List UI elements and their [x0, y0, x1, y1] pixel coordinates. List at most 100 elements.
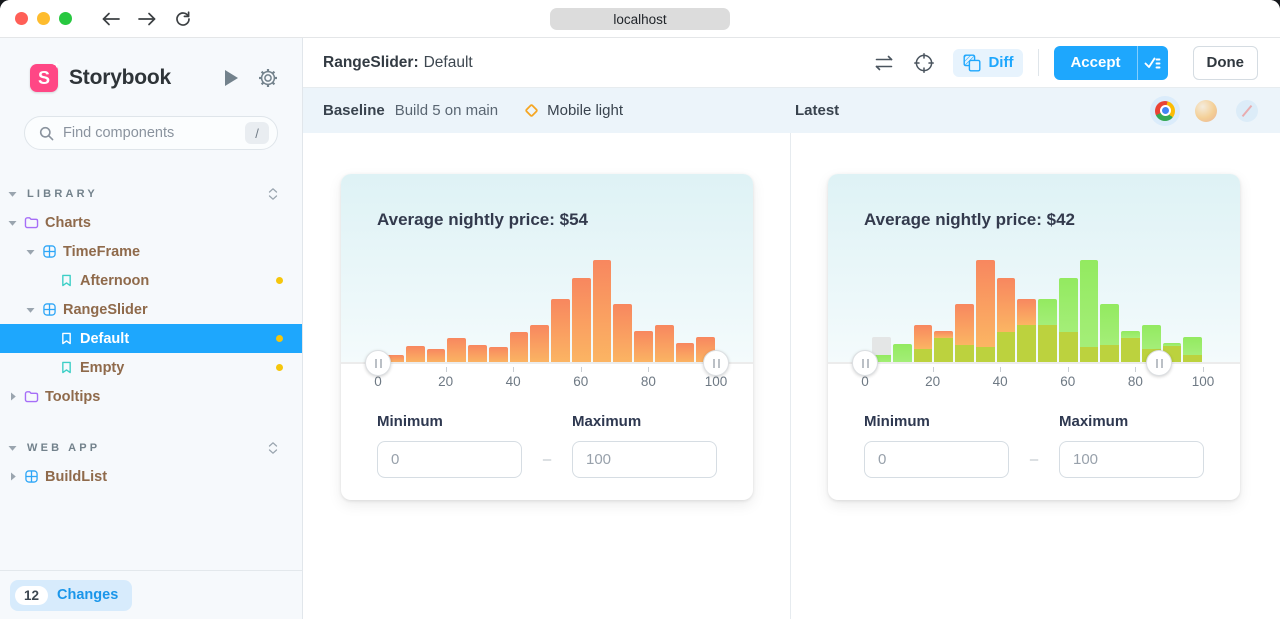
bar-segment-orange [405, 346, 425, 363]
sidebar-footer: 12 Changes [0, 570, 302, 619]
story-title: RangeSlider: Default [323, 54, 473, 72]
story-icon [58, 332, 74, 345]
bar-segment-orange [571, 278, 591, 363]
minimum-input[interactable]: 0 [377, 441, 522, 478]
switch-comparison-icon[interactable] [871, 50, 897, 76]
bar-segment-orange [447, 338, 466, 363]
sidebar-item-timeframe[interactable]: TimeFrame [0, 237, 302, 266]
gear-icon[interactable] [258, 68, 278, 88]
sidebar-item-buildlist[interactable]: BuildList [0, 462, 302, 491]
axis-tick-label: 40 [505, 374, 521, 389]
latest-pane: Average nightly price: $42 0 20 40 60 80 100 … [790, 133, 1280, 619]
expand-caret-icon[interactable] [24, 248, 37, 256]
expand-caret-icon[interactable] [24, 306, 37, 314]
slider-handle-min[interactable] [365, 350, 391, 376]
axis-tick-label: 100 [704, 374, 728, 389]
section-header-library[interactable]: LIBRARY [0, 179, 302, 208]
collapse-expand-icon[interactable] [268, 187, 278, 201]
forward-icon[interactable] [136, 8, 158, 30]
accept-button[interactable]: Accept [1054, 45, 1137, 80]
sidebar-item-default[interactable]: Default [0, 324, 302, 353]
reload-icon[interactable] [172, 8, 194, 30]
sidebar-item-tooltips[interactable]: Tooltips [0, 382, 302, 411]
bar-segment-orange [613, 304, 632, 363]
bar-segment-orange [934, 331, 953, 338]
axis-tick-label: 0 [861, 374, 869, 389]
accept-batch-dropdown-button[interactable] [1136, 45, 1168, 80]
header-divider [1038, 49, 1040, 76]
item-label: RangeSlider [63, 301, 148, 318]
axis-tick [1135, 367, 1137, 372]
slider-handle-max[interactable] [703, 350, 729, 376]
changes-button[interactable]: 12 Changes [10, 579, 133, 611]
sidebar-item-charts[interactable]: Charts [0, 208, 302, 237]
axis-tick [580, 367, 582, 372]
component-icon [41, 245, 57, 258]
diff-label: Diff [988, 54, 1014, 71]
expand-caret-icon[interactable] [6, 472, 19, 481]
section-caret-icon[interactable] [8, 190, 17, 198]
axis-tick [445, 367, 447, 372]
minimum-input[interactable]: 0 [864, 441, 1009, 478]
item-label: TimeFrame [63, 243, 141, 260]
component-name: RangeSlider: [323, 53, 419, 71]
maximum-label: Maximum [1059, 413, 1129, 430]
bar-segment-green [892, 344, 912, 363]
section-header-web-app[interactable]: WEB APP [0, 433, 302, 462]
mode-diamond-icon [524, 103, 539, 118]
sidebar-item-empty[interactable]: Empty [0, 353, 302, 382]
zoom-window-button[interactable] [59, 12, 72, 25]
axis-tick-label: 40 [992, 374, 1008, 389]
slider-handle-min[interactable] [852, 350, 878, 376]
maximum-value: 100 [586, 451, 612, 468]
storybook-logo-icon[interactable]: S [30, 64, 58, 92]
bar-segment-olive [1100, 345, 1119, 363]
histogram-bar [1038, 299, 1057, 363]
main-content: RangeSlider: Default Diff [303, 38, 1280, 619]
range-separator: – [1029, 451, 1039, 468]
collapse-expand-icon[interactable] [268, 441, 278, 455]
section-caret-icon[interactable] [8, 444, 17, 452]
changed-story-dot [276, 335, 283, 342]
histogram-chart-latest: Average nightly price: $42 [828, 174, 1240, 376]
sidebar-item-afternoon[interactable]: Afternoon [0, 266, 302, 295]
address-url: localhost [613, 11, 667, 27]
browser-chips [1150, 95, 1280, 126]
browser-chip-firefox[interactable] [1191, 96, 1221, 126]
histogram-bar [1058, 278, 1078, 363]
story-icon [58, 274, 74, 287]
sidebar-item-rangeslider[interactable]: RangeSlider [0, 295, 302, 324]
bar-segment-olive [1058, 332, 1078, 363]
histogram-bars [872, 251, 1202, 363]
bar-segment-orange [385, 355, 404, 363]
close-window-button[interactable] [15, 12, 28, 25]
folder-icon [23, 390, 39, 403]
focus-target-icon[interactable] [911, 50, 937, 76]
histogram-bar [675, 343, 695, 363]
bar-segment-orange [468, 345, 487, 363]
chrome-icon [1155, 100, 1175, 121]
slider-handle-max[interactable] [1146, 350, 1173, 376]
search-input[interactable]: Find components / [24, 116, 278, 150]
expand-caret-icon[interactable] [6, 219, 19, 227]
maximum-input[interactable]: 100 [572, 441, 717, 478]
histogram-bar [613, 304, 632, 363]
run-tests-icon[interactable] [225, 70, 238, 86]
axis-tick-label: 80 [1127, 374, 1143, 389]
back-icon[interactable] [100, 8, 122, 30]
browser-chip-safari[interactable] [1232, 96, 1262, 126]
histogram-bar [488, 347, 508, 363]
minimize-window-button[interactable] [37, 12, 50, 25]
histogram-bar [447, 338, 466, 363]
histogram-bar [934, 331, 953, 363]
done-button[interactable]: Done [1192, 45, 1258, 80]
address-bar[interactable]: localhost [550, 8, 730, 30]
maximum-input[interactable]: 100 [1059, 441, 1204, 478]
diff-toggle-button[interactable]: Diff [953, 48, 1024, 77]
build-label: Build 5 on main [394, 102, 499, 119]
browser-chip-chrome[interactable] [1150, 95, 1180, 126]
axis-tick-label: 80 [640, 374, 656, 389]
snapshot-card-latest: Average nightly price: $42 0 20 40 60 80 100 … [828, 174, 1240, 500]
expand-caret-icon[interactable] [6, 392, 19, 401]
viewport-mode[interactable]: Mobile light [524, 102, 623, 119]
